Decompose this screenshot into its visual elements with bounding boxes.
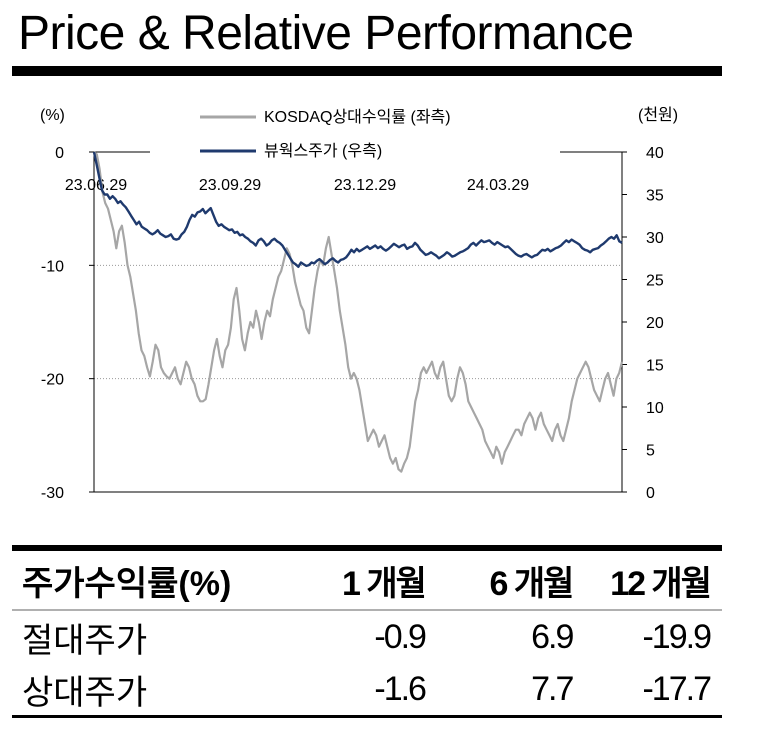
cell-absolute-1m: -0.9 (374, 617, 427, 656)
x-tick-label: 23.09.29 (199, 177, 261, 194)
right-tick-label: 15 (646, 358, 664, 375)
title-rule (12, 66, 722, 76)
table-header-label: 주가수익률(%) (22, 564, 232, 603)
cell-relative-1m: -1.6 (374, 669, 427, 708)
cell-absolute-6m: 6.9 (531, 617, 574, 656)
row-label-absolute: 절대주가 (22, 621, 148, 660)
legend: KOSDAQ상대수익률 (좌측) 뷰웍스주가 (우측) (150, 104, 560, 168)
cell-relative-6m: 7.7 (531, 669, 574, 708)
legend-label-vieworks: 뷰웍스주가 (우측) (264, 142, 382, 160)
right-tick-label: 5 (646, 443, 655, 460)
right-tick-label: 40 (646, 145, 664, 162)
right-tick-label: 35 (646, 188, 664, 205)
gridlines (94, 264, 622, 380)
right-tick-label: 25 (646, 273, 664, 290)
cell-absolute-12m: -19.9 (642, 617, 711, 656)
table-header-1m: 1 개월 (342, 564, 427, 603)
page-title: Price & Relative Performance (18, 7, 634, 60)
table-row: 상대주가 -1.6 7.7 -17.7 (12, 663, 722, 715)
right-tick-label: 10 (646, 400, 664, 417)
x-tick-label: 23.06.29 (65, 177, 127, 194)
left-tick-label: -30 (41, 485, 64, 502)
kosdaq-relative-line (93, 151, 624, 473)
table-header-separator (12, 609, 722, 611)
left-tick-label: 0 (55, 145, 64, 162)
legend-box (150, 104, 560, 168)
row-label-relative: 상대주가 (22, 673, 148, 712)
right-tick-label: 0 (646, 485, 655, 502)
series-layer (92, 151, 624, 473)
left-axis-unit: (%) (40, 107, 65, 124)
table-header-row: 주가수익률(%) 1 개월 6 개월 12 개월 (12, 551, 722, 609)
left-tick-label: -20 (41, 372, 64, 389)
x-tick-label: 23.12.29 (334, 177, 396, 194)
table-bottom-rule (12, 715, 722, 718)
table-header-12m: 12 개월 (610, 564, 712, 603)
x-tick-label: 24.03.29 (467, 177, 529, 194)
returns-table: 주가수익률(%) 1 개월 6 개월 12 개월 절대주가 -0.9 6.9 -… (12, 545, 722, 718)
vieworks-price-line (92, 151, 623, 269)
right-tick-label: 30 (646, 230, 664, 247)
right-tick-label: 20 (646, 315, 664, 332)
price-performance-chart: 0 -10 -20 -30 40 35 30 25 20 15 10 5 0 (%) (천원) 23.06.2… (40, 104, 678, 502)
table-top-rule (12, 545, 722, 551)
left-tick-label: -10 (41, 258, 64, 275)
table-header-6m: 6 개월 (489, 564, 574, 603)
table-row: 절대주가 -0.9 6.9 -19.9 (12, 611, 722, 663)
legend-label-kosdaq: KOSDAQ상대수익률 (좌측) (264, 108, 451, 126)
right-axis-unit: (천원) (638, 106, 678, 124)
cell-relative-12m: -17.7 (642, 669, 711, 708)
